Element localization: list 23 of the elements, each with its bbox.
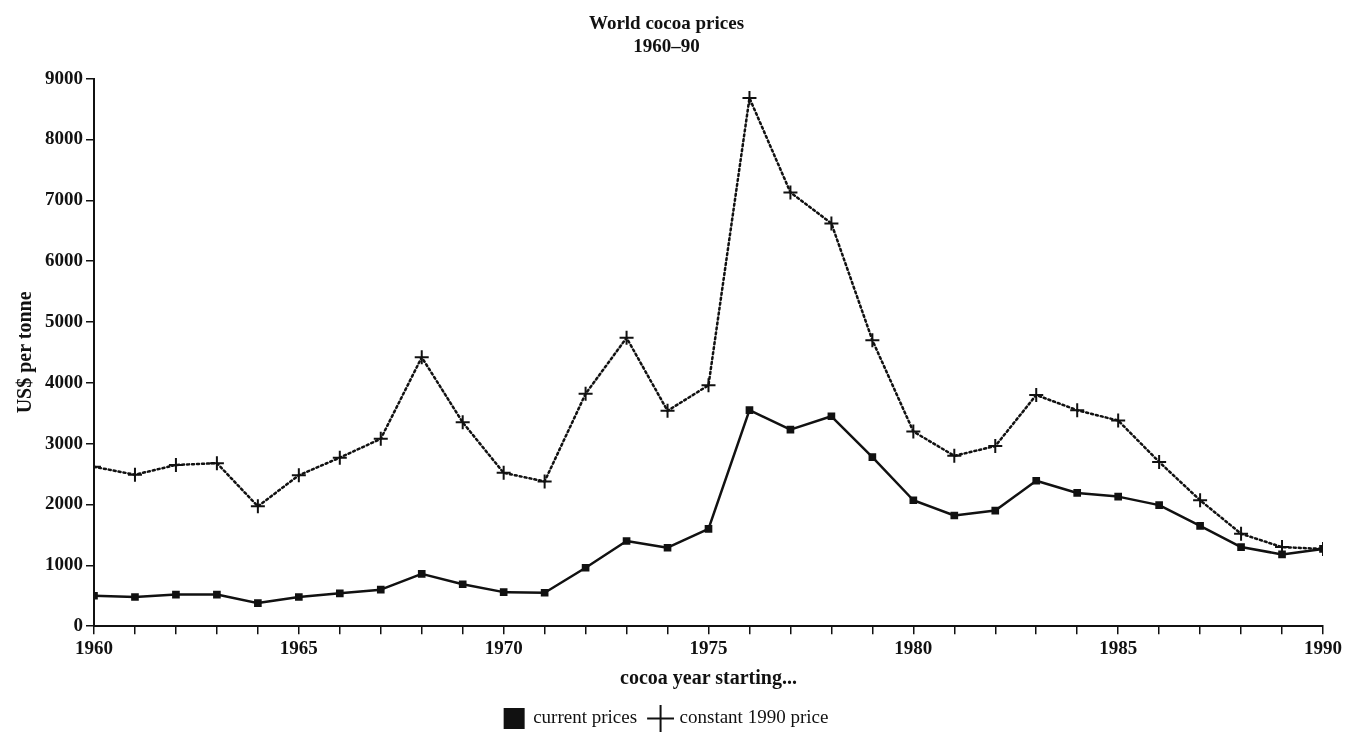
y-tick-label: 9000 <box>45 66 83 88</box>
legend-label: constant 1990 price <box>679 706 829 728</box>
y-tick-label: 1000 <box>45 553 83 575</box>
x-tick-label: 1985 <box>1099 636 1138 658</box>
x-tick-label: 1960 <box>75 636 113 658</box>
x-tick-label: 1965 <box>279 636 318 658</box>
y-tick-label: 5000 <box>45 309 83 331</box>
y-axis-title: US$ per tonne <box>13 291 37 414</box>
x-tick-label: 1990 <box>1304 636 1342 658</box>
y-tick-label: 3000 <box>45 431 83 453</box>
y-tick-label: 2000 <box>45 492 83 514</box>
y-tick-label: 7000 <box>45 188 83 210</box>
y-tick-label: 6000 <box>45 249 83 271</box>
chart-subtitle: 1960–90 <box>633 35 700 57</box>
x-tick-label: 1970 <box>484 636 523 658</box>
x-tick-label: 1975 <box>689 636 728 658</box>
x-axis-title: cocoa year starting... <box>620 666 797 690</box>
chart-title: World cocoa prices <box>588 12 745 34</box>
x-tick-label: 1980 <box>894 636 933 658</box>
y-tick-label: 8000 <box>45 127 83 149</box>
legend-label: current prices <box>533 706 638 728</box>
y-tick-label: 0 <box>73 614 83 636</box>
y-tick-label: 4000 <box>45 370 83 392</box>
